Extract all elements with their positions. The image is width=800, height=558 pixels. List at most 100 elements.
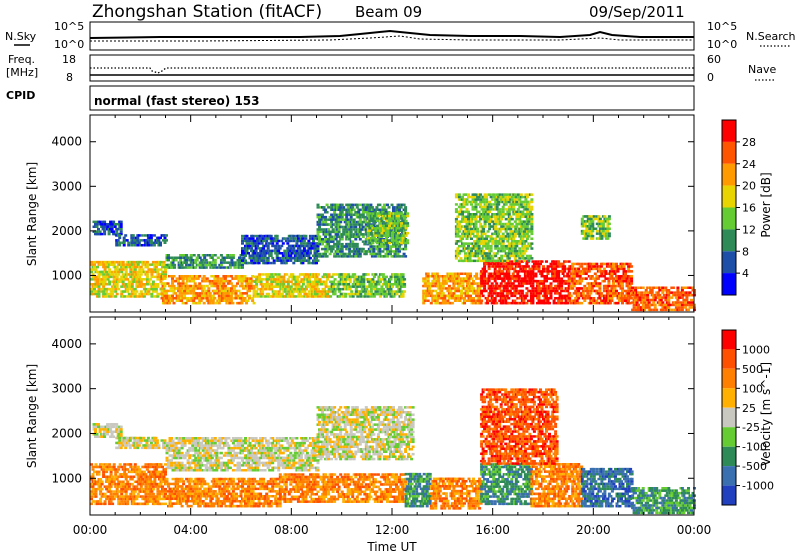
power-echo-cell [433, 277, 436, 280]
power-echo-cell [292, 235, 295, 238]
power-echo-cell [326, 245, 329, 248]
power-echo-cell [347, 283, 350, 286]
power-echo-cell [640, 291, 643, 294]
power-echo-region [329, 273, 406, 298]
power-echo-cell [404, 206, 407, 209]
power-echo-cell [539, 263, 542, 266]
power-echo-cell [507, 273, 510, 276]
power-echo-cell [297, 237, 300, 240]
power-echo-cell [457, 275, 460, 278]
power-echo-cell [141, 234, 144, 237]
power-echo-cell [509, 268, 512, 271]
power-echo-cell [386, 204, 389, 207]
power-echo-cell [328, 288, 331, 291]
power-echo-cell [164, 268, 167, 271]
power-echo-cell [140, 273, 143, 276]
power-echo-cell [241, 242, 244, 245]
power-echo-cell [108, 281, 111, 284]
power-echo-cell [238, 257, 241, 260]
power-echo-cell [144, 288, 147, 291]
power-echo-cell [146, 266, 149, 269]
power-echo-cell [105, 271, 108, 274]
power-echo-cell [155, 290, 158, 293]
power-echo-cell [560, 300, 563, 303]
power-echo-cell [161, 290, 164, 293]
power-echo-cell [176, 300, 179, 303]
power-echo-cell [341, 248, 344, 251]
power-echo-cell [206, 297, 209, 300]
power-echo-cell [469, 297, 472, 300]
power-echo-cell [397, 248, 400, 251]
power-echo-cell [494, 290, 497, 293]
power-echo-cell [342, 209, 345, 212]
power-echo-cell [341, 281, 344, 284]
power-echo-cell [667, 289, 670, 292]
power-echo-cell [482, 198, 485, 201]
power-echo-cell [367, 273, 370, 276]
power-echo-cell [180, 287, 183, 290]
power-echo-cell [179, 259, 182, 262]
power-echo-cell [568, 280, 571, 283]
power-echo-cell [506, 285, 509, 288]
power-echo-cell [488, 280, 491, 283]
power-echo-cell [362, 290, 365, 293]
power-echo-cell [475, 218, 478, 221]
power-echo-cell [436, 300, 439, 303]
power-echo-cell [267, 257, 270, 260]
power-echo-cell [365, 209, 368, 212]
power-echo-cell [345, 216, 348, 219]
power-echo-cell [488, 265, 491, 268]
power-echo-cell [285, 262, 288, 265]
power-echo-cell [646, 294, 649, 297]
power-echo-cell [378, 250, 381, 253]
power-echo-cell [403, 204, 406, 207]
power-echo-cell [402, 295, 405, 298]
power-echo-cell [609, 277, 612, 280]
power-echo-cell [333, 211, 336, 214]
power-echo-cell [366, 204, 369, 207]
power-echo-cell [624, 273, 627, 276]
power-echo-cell [324, 218, 327, 221]
power-echo-cell [480, 285, 483, 288]
power-echo-cell [649, 309, 652, 312]
power-echo-cell [311, 288, 314, 291]
power-echo-cell [373, 220, 376, 223]
power-echo-cell [132, 281, 135, 284]
power-echo-cell [466, 198, 469, 201]
power-echo-cell [459, 245, 462, 248]
power-echo-cell [192, 302, 195, 305]
power-echo-cell [312, 235, 315, 238]
power-echo-cell [475, 223, 478, 226]
power-echo-cell [678, 294, 681, 297]
power-echo-cell [164, 266, 167, 269]
power-echo-cell [480, 302, 483, 305]
power-echo-cell [606, 277, 609, 280]
power-echo-cell [568, 260, 571, 263]
power-echo-cell [643, 291, 646, 294]
power-echo-cell [124, 234, 127, 237]
power-echo-cell [618, 277, 621, 280]
power-echo-cell [428, 282, 431, 285]
power-echo-cell [399, 290, 402, 293]
power-echo-cell [588, 295, 591, 298]
power-echo-cell [143, 285, 146, 288]
power-echo-cell [323, 288, 326, 291]
power-echo-cell [173, 266, 176, 269]
power-echo-cell [247, 282, 250, 285]
power-echo-cell [468, 277, 471, 280]
power-echo-cell [146, 278, 149, 281]
power-echo-region [422, 273, 482, 305]
power-echo-cell [292, 262, 295, 265]
power-echo-cell [531, 290, 534, 293]
power-echo-cell [125, 271, 128, 274]
power-echo-cell [267, 252, 270, 255]
power-echo-cell [461, 238, 464, 241]
power-echo-cell [164, 277, 167, 280]
power-echo-cell [580, 263, 583, 266]
power-echo-cell [397, 232, 400, 235]
power-echo-cell [220, 259, 223, 262]
power-echo-cell [317, 288, 320, 291]
power-echo-cell [486, 282, 489, 285]
power-echo-cell [362, 214, 365, 217]
power-echo-cell [483, 268, 486, 271]
